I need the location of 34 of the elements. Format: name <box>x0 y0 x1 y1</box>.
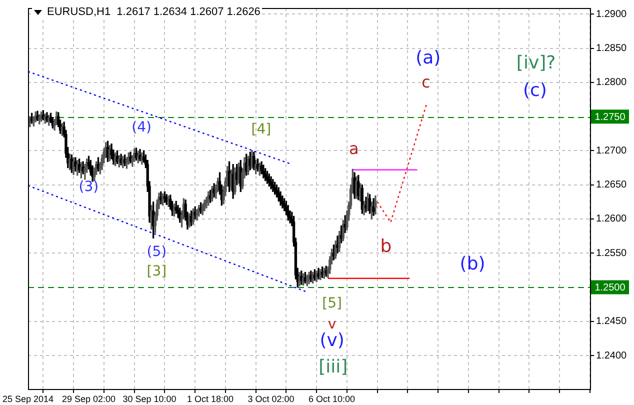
y-tick-label: 1.2450 <box>596 316 628 328</box>
y-tick-label: 1.2650 <box>596 180 628 191</box>
x-tick-label: 6 Oct 10:00 <box>308 394 356 404</box>
y-tick-label: 1.2850 <box>596 43 628 54</box>
annotation: v <box>328 316 336 332</box>
ref-line-label: 1.2750 <box>594 112 626 123</box>
annotation: a <box>349 138 359 158</box>
annotation: (c) <box>522 80 547 102</box>
annotation: [iv]? <box>516 52 556 74</box>
x-tick-label: 29 Sep 02:00 <box>62 394 116 404</box>
y-tick-label: 1.2400 <box>596 350 628 362</box>
annotation: (5) <box>146 244 167 260</box>
annotation: [iii] <box>318 356 348 378</box>
annotation: (v) <box>320 330 344 352</box>
x-tick-label: 3 Oct 02:00 <box>248 394 294 404</box>
x-tick-label: 30 Sep 10:00 <box>122 394 176 404</box>
x-tick-label: 1 Oct 18:00 <box>187 394 234 404</box>
y-tick-label: 1.2700 <box>596 145 628 156</box>
annotation: (a) <box>416 47 441 68</box>
annotation: c <box>422 72 430 92</box>
annotation: [5] <box>322 295 342 312</box>
chart-title: EURUSD,H1 1.2617 1.2634 1.2607 1.2626 <box>47 6 260 18</box>
annotation: (3) <box>78 179 99 196</box>
y-tick-label: 1.2550 <box>596 248 628 259</box>
y-tick-label: 1.2900 <box>596 8 628 20</box>
ref-line-label: 1.2500 <box>594 282 626 294</box>
y-tick-label: 1.2800 <box>596 77 628 88</box>
annotation: [4] <box>251 122 272 138</box>
annotation: b <box>380 236 392 257</box>
x-tick-label: 25 Sep 2014 <box>2 394 54 404</box>
annotation: [3] <box>146 264 167 280</box>
annotation: (b) <box>460 253 486 274</box>
annotation: (4) <box>132 120 152 136</box>
y-tick-label: 1.2600 <box>596 214 628 225</box>
